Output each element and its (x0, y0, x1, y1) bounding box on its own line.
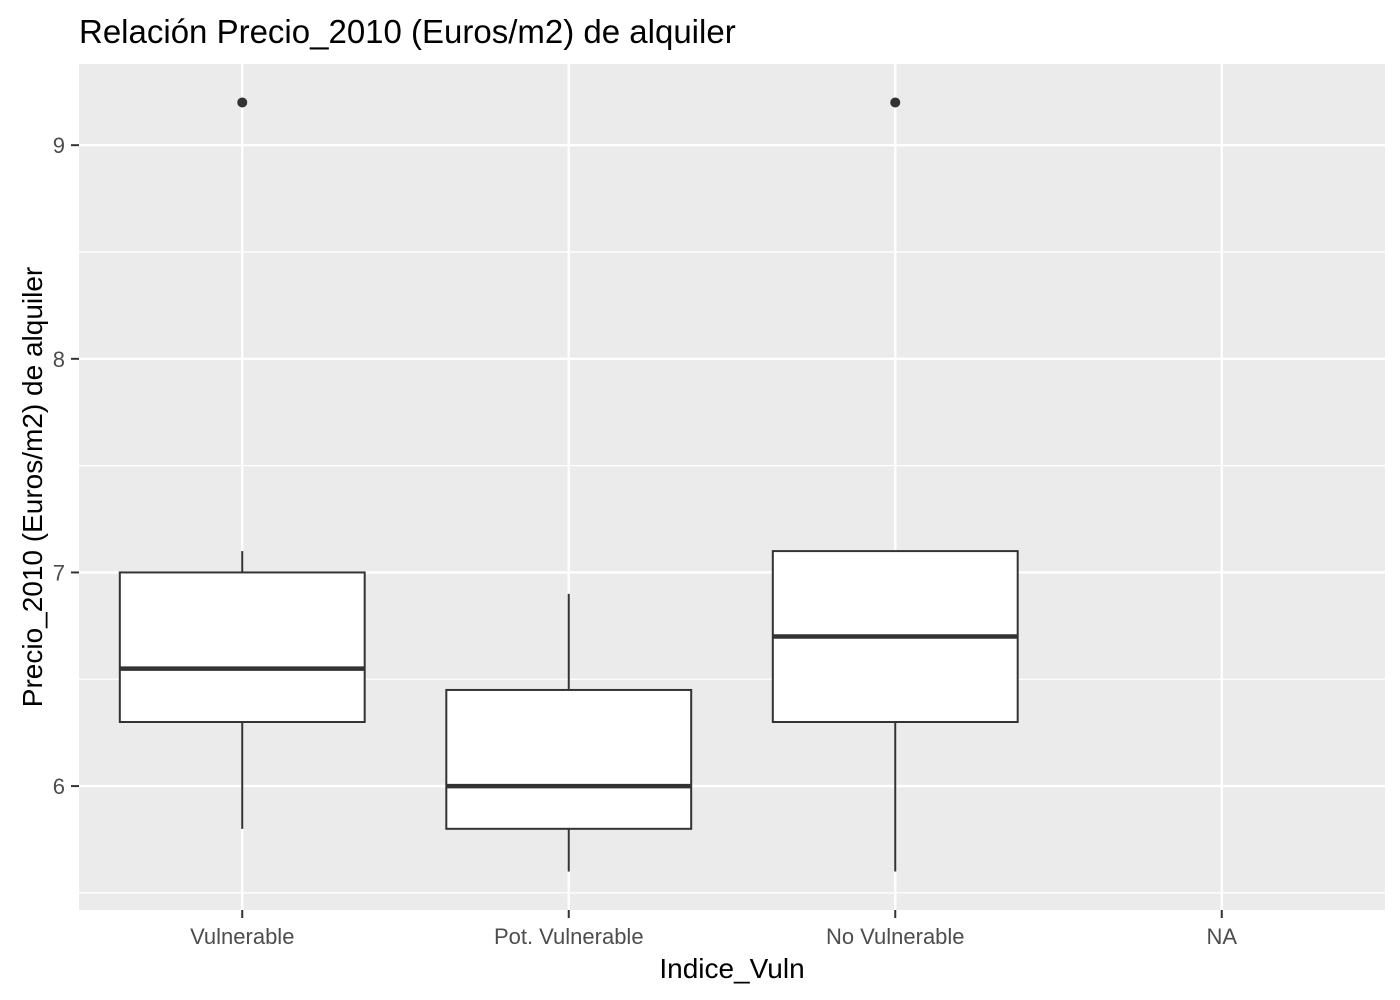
y-tick-label: 7 (53, 560, 65, 585)
box-iqr (445, 688, 693, 830)
x-tick-label: Vulnerable (190, 924, 294, 949)
x-tick-label: No Vulnerable (826, 924, 965, 949)
box-iqr (118, 571, 366, 723)
boxes-layer (118, 97, 1019, 872)
box-no-vulnerable (771, 97, 1019, 872)
x-tick-label: Pot. Vulnerable (494, 924, 644, 949)
x-tick-label: NA (1206, 924, 1237, 949)
chart-title: Relación Precio_2010 (Euros/m2) de alqui… (79, 13, 736, 50)
y-axis: 6 7 8 9 (53, 133, 79, 799)
x-axis-title: Indice_Vuln (659, 953, 804, 984)
outlier-point (890, 97, 901, 108)
y-axis-title: Precio_2010 (Euros/m2) de alquiler (17, 267, 48, 707)
box-vulnerable (118, 97, 366, 829)
y-tick-label: 9 (53, 133, 65, 158)
x-axis: Vulnerable Pot. Vulnerable No Vulnerable NA (190, 910, 1237, 949)
plot-panel (79, 64, 1385, 910)
outlier-point (237, 97, 248, 108)
box-pot-vulnerable (445, 593, 693, 872)
y-tick-label: 6 (53, 774, 65, 799)
y-tick-label: 8 (53, 347, 65, 372)
